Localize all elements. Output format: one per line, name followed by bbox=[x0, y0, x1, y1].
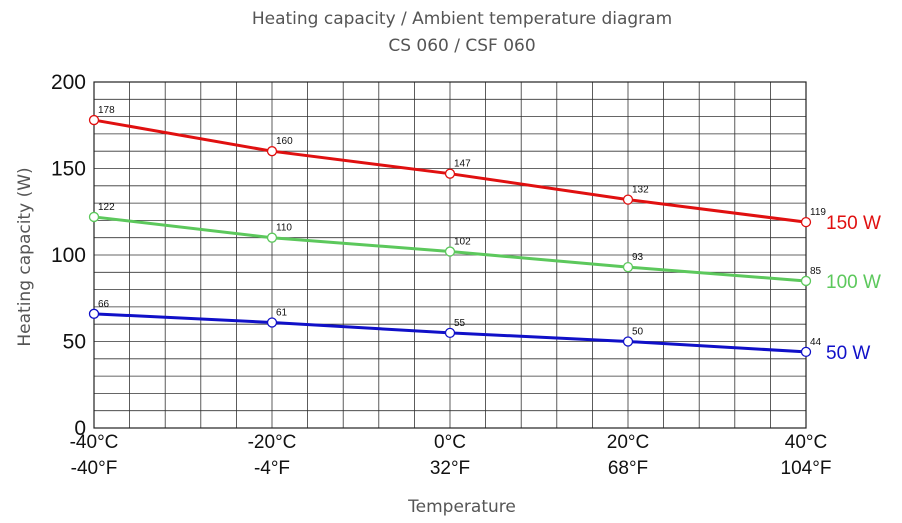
series-label: 100 W bbox=[826, 272, 881, 293]
x-tick-label-celsius: -20°C bbox=[248, 432, 297, 453]
x-axis-title: Temperature bbox=[407, 497, 516, 517]
data-point bbox=[800, 346, 812, 358]
x-tick-label-fahrenheit: 104°F bbox=[781, 458, 832, 479]
data-label: 110 bbox=[276, 223, 292, 234]
x-tick-label-fahrenheit: -40°F bbox=[71, 458, 118, 479]
data-label: 44 bbox=[810, 337, 822, 348]
data-point bbox=[266, 317, 278, 328]
data-point bbox=[444, 168, 456, 179]
y-tick-label: 50 bbox=[63, 331, 86, 354]
data-point bbox=[444, 327, 456, 339]
data-point bbox=[88, 211, 100, 223]
y-tick-label: 100 bbox=[51, 244, 86, 267]
data-label: 132 bbox=[632, 185, 649, 196]
data-label: 102 bbox=[454, 237, 471, 248]
data-point bbox=[88, 308, 100, 319]
chart-subtitle: CS 060 / CSF 060 bbox=[388, 36, 535, 56]
data-point bbox=[622, 261, 634, 273]
data-point bbox=[800, 216, 812, 228]
data-label: 119 bbox=[810, 207, 826, 218]
data-label: 160 bbox=[276, 136, 293, 147]
data-label: 55 bbox=[454, 318, 466, 329]
x-tick-label-celsius: 40°C bbox=[785, 432, 827, 453]
y-tick-label: 150 bbox=[51, 158, 86, 181]
x-axis-ticks: -40°C -40°F -20°C -4°F 0°C 32°F 20°C 68°F 40°C 10… bbox=[70, 432, 832, 479]
data-point bbox=[266, 232, 278, 243]
x-tick-label-celsius: -40°C bbox=[70, 432, 119, 453]
data-label: 50 bbox=[632, 327, 644, 338]
data-point bbox=[622, 336, 634, 347]
data-label: 85 bbox=[810, 266, 822, 277]
y-axis-title: Heating capacity (W) bbox=[15, 167, 35, 346]
chart-title: Heating capacity / Ambient temperature d… bbox=[252, 9, 672, 29]
data-label: 122 bbox=[98, 202, 115, 213]
data-label: 93 bbox=[632, 252, 644, 263]
grid bbox=[93, 81, 807, 429]
data-label: 66 bbox=[98, 299, 110, 310]
data-label: 61 bbox=[276, 307, 288, 318]
data-label: 178 bbox=[98, 105, 115, 116]
data-point bbox=[266, 146, 278, 157]
series-label: 50 W bbox=[826, 343, 870, 364]
y-axis-ticks: 0 50 100 150 200 bbox=[51, 71, 86, 440]
y-tick-label: 0 bbox=[74, 417, 86, 440]
series-label: 150 W bbox=[826, 213, 881, 234]
plot-border bbox=[93, 81, 807, 429]
y-tick-label: 200 bbox=[51, 71, 86, 94]
x-tick-label-fahrenheit: -4°F bbox=[254, 458, 290, 479]
data-label: 147 bbox=[454, 159, 471, 170]
data-point bbox=[800, 275, 812, 287]
x-tick-label-celsius: 0°C bbox=[434, 432, 466, 453]
x-tick-label-celsius: 20°C bbox=[607, 432, 649, 453]
x-tick-label-fahrenheit: 68°F bbox=[608, 458, 648, 479]
x-tick-label-fahrenheit: 32°F bbox=[430, 458, 470, 479]
data-point bbox=[88, 114, 100, 126]
data-point bbox=[622, 194, 634, 205]
data-point bbox=[444, 246, 456, 257]
